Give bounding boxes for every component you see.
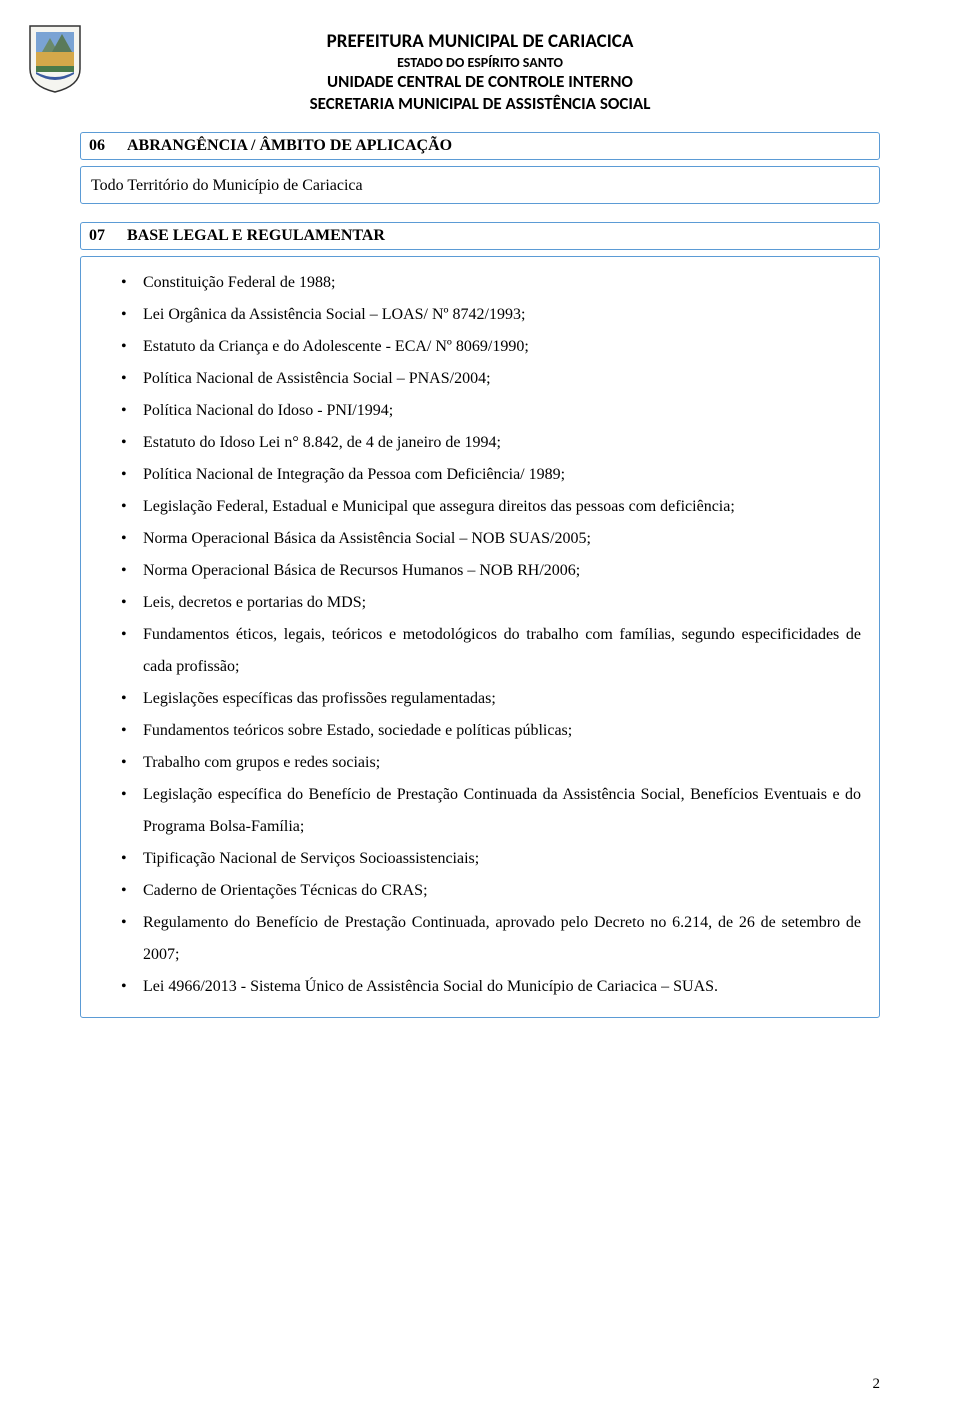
section-06-body-box: Todo Território do Município de Cariacic… [80, 166, 880, 204]
municipal-seal-icon [28, 24, 82, 94]
header-title-4: SECRETARIA MUNICIPAL DE ASSISTÊNCIA SOCI… [80, 93, 880, 114]
legal-item: Lei 4966/2013 - Sistema Único de Assistê… [121, 971, 861, 1003]
legal-item: Norma Operacional Básica de Recursos Hum… [121, 555, 861, 587]
section-06-num: 06 [89, 137, 115, 155]
legal-item: Lei Orgânica da Assistência Social – LOA… [121, 299, 861, 331]
header-title-3: UNIDADE CENTRAL DE CONTROLE INTERNO [80, 71, 880, 92]
legal-item: Estatuto da Criança e do Adolescente - E… [121, 331, 861, 363]
document-header: PREFEITURA MUNICIPAL DE CARIACICA ESTADO… [80, 30, 880, 114]
legal-item: Fundamentos teóricos sobre Estado, socie… [121, 715, 861, 747]
legal-item: Norma Operacional Básica da Assistência … [121, 523, 861, 555]
section-07-head-box: 07 BASE LEGAL E REGULAMENTAR [80, 222, 880, 250]
legal-item: Fundamentos éticos, legais, teóricos e m… [121, 619, 861, 683]
legal-item: Legislação Federal, Estadual e Municipal… [121, 491, 861, 523]
section-06-head: 06 ABRANGÊNCIA / ÂMBITO DE APLICAÇÃO [89, 137, 871, 155]
section-06-body: Todo Território do Município de Cariacic… [89, 171, 871, 199]
section-07-title: BASE LEGAL E REGULAMENTAR [127, 227, 385, 245]
header-title-2: ESTADO DO ESPÍRITO SANTO [80, 54, 880, 72]
legal-item: Regulamento do Benefício de Prestação Co… [121, 907, 861, 971]
legal-item: Tipificação Nacional de Serviços Socioas… [121, 843, 861, 875]
legal-item: Legislações específicas das profissões r… [121, 683, 861, 715]
legal-item: Estatuto do Idoso Lei n° 8.842, de 4 de … [121, 427, 861, 459]
legal-item: Leis, decretos e portarias do MDS; [121, 587, 861, 619]
legal-item: Caderno de Orientações Técnicas do CRAS; [121, 875, 861, 907]
legal-item: Trabalho com grupos e redes sociais; [121, 747, 861, 779]
section-07-num: 07 [89, 227, 115, 245]
legal-item: Legislação específica do Benefício de Pr… [121, 779, 861, 843]
legal-list: Constituição Federal de 1988;Lei Orgânic… [121, 267, 861, 1003]
legal-item: Política Nacional de Assistência Social … [121, 363, 861, 395]
legal-item: Política Nacional do Idoso - PNI/1994; [121, 395, 861, 427]
section-06-title: ABRANGÊNCIA / ÂMBITO DE APLICAÇÃO [127, 137, 452, 155]
section-07-head: 07 BASE LEGAL E REGULAMENTAR [89, 227, 871, 245]
section-07-list-box: Constituição Federal de 1988;Lei Orgânic… [80, 256, 880, 1018]
legal-item: Política Nacional de Integração da Pesso… [121, 459, 861, 491]
header-title-1: PREFEITURA MUNICIPAL DE CARIACICA [80, 30, 880, 54]
legal-item: Constituição Federal de 1988; [121, 267, 861, 299]
section-06-head-box: 06 ABRANGÊNCIA / ÂMBITO DE APLICAÇÃO [80, 132, 880, 160]
page-number: 2 [873, 1376, 881, 1393]
